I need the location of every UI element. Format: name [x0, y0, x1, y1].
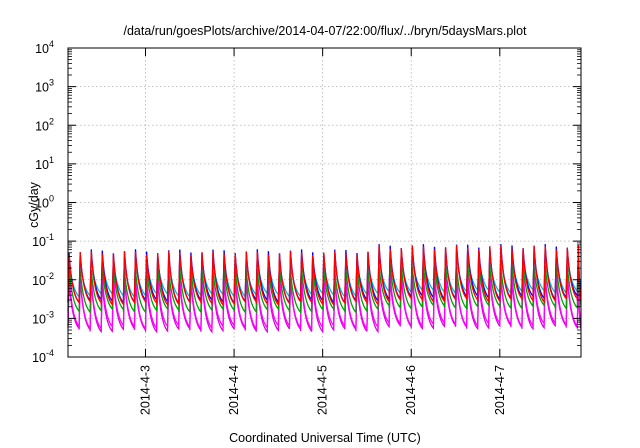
- x-tick-label: 2014-4-7: [493, 365, 507, 415]
- y-axis-label: cGy/day: [27, 181, 41, 228]
- y-tick-label: 102: [35, 116, 54, 133]
- x-tick-label: 2014-4-6: [404, 365, 418, 415]
- ticks: [68, 47, 581, 358]
- y-tick-label: 10-3: [32, 309, 54, 326]
- y-tick-label: 101: [35, 155, 54, 172]
- y-tick-label: 104: [35, 39, 54, 56]
- y-tick-label: 10-2: [32, 271, 54, 288]
- x-tick-label: 2014-4-5: [316, 365, 330, 415]
- x-tick-label: 2014-4-4: [227, 365, 241, 415]
- x-tick-labels: 2014-4-3 2014-4-4 2014-4-5 2014-4-6 2014-4-7: [139, 365, 507, 415]
- x-tick-label: 2014-4-3: [139, 365, 153, 415]
- y-tick-label: 10-1: [32, 232, 54, 249]
- y-tick-label: 100: [35, 194, 54, 211]
- chart-title: /data/run/goesPlots/archive/2014-04-07/2…: [123, 24, 527, 38]
- y-tick-label: 10-4: [32, 348, 54, 365]
- y-tick-labels: 10-4 10-3 10-2 10-1 100 101 102 103 104: [32, 39, 54, 365]
- series-group: [67, 244, 582, 334]
- series-line: [67, 245, 582, 307]
- y-tick-label: 103: [35, 78, 54, 95]
- x-axis-label: Coordinated Universal Time (UTC): [229, 431, 421, 445]
